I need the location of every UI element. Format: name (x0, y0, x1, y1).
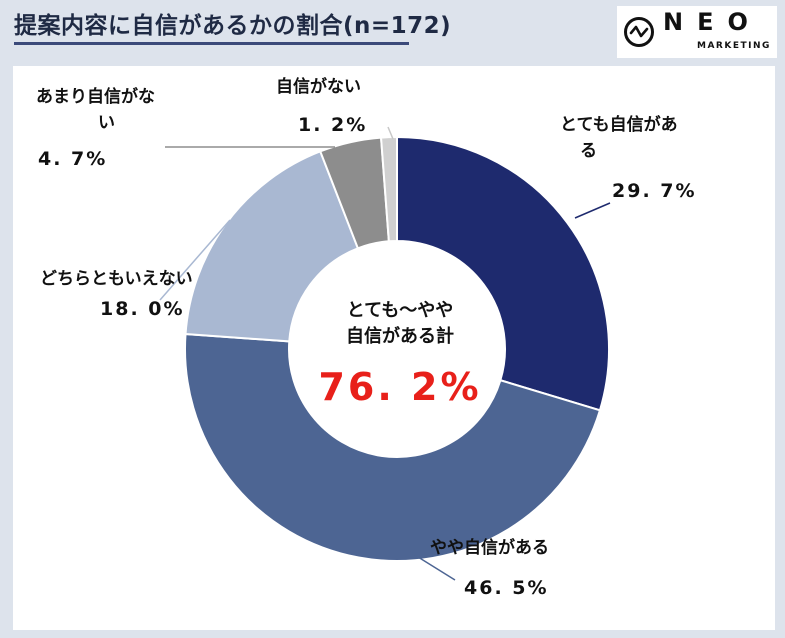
center-label-line2: 自信がある計 (346, 326, 454, 347)
page-title: 提案内容に自信があるかの割合(n=172) (14, 13, 452, 39)
center-summary-label: とても～やや 自信がある計 (300, 298, 500, 350)
label-not-very-confident: あまり自信がな い 4. 7% (36, 84, 155, 172)
leader-neutral (159, 219, 231, 301)
slice-very-confident (396, 135, 610, 412)
value-somewhat-confident: 46. 5% (464, 577, 549, 599)
label-very-confident-line2: る (580, 141, 597, 161)
value-neutral: 18. 0% (100, 298, 185, 320)
label-neutral: どちらともいえない 18. 0% (40, 266, 193, 322)
label-somewhat-confident-line1: やや自信がある (430, 538, 549, 558)
label-not-confident-line1: 自信がない (276, 77, 361, 97)
center-summary-value: 76. 2% (318, 365, 482, 409)
logo-subtext: MARKETING (697, 41, 771, 51)
center-label-line1: とても～やや (346, 300, 454, 321)
label-not-very-confident-line2: い (98, 113, 115, 133)
label-neutral-line1: どちらともいえない (40, 269, 193, 289)
label-very-confident: とても自信があ る 29. 7% (560, 112, 697, 204)
value-not-very-confident: 4. 7% (38, 148, 108, 170)
slice-neutral (184, 150, 360, 343)
label-not-very-confident-line1: あまり自信がな (36, 87, 155, 107)
label-very-confident-line1: とても自信があ (560, 115, 678, 135)
slice-not-confident (379, 135, 398, 243)
leader-very-confident (574, 202, 611, 219)
neo-logo-icon (624, 17, 654, 47)
logo-wordmark: NEO (663, 8, 762, 36)
label-somewhat-confident: やや自信がある 46. 5% (430, 535, 549, 601)
neo-marketing-logo: NEO MARKETING (617, 6, 777, 58)
title-underline (14, 42, 409, 45)
value-not-confident: 1. 2% (298, 114, 368, 136)
leader-somewhat-confident (409, 551, 456, 581)
label-not-confident: 自信がない 1. 2% (276, 74, 367, 138)
leader-not-confident (387, 126, 394, 140)
value-very-confident: 29. 7% (612, 180, 697, 202)
slice-somewhat-confident (184, 332, 602, 562)
